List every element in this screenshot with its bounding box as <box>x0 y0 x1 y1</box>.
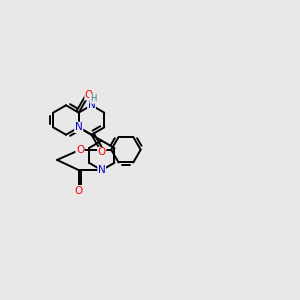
Text: N: N <box>98 165 106 175</box>
Text: O: O <box>98 147 106 158</box>
Text: O: O <box>75 185 83 196</box>
Text: H: H <box>90 94 96 103</box>
Text: O: O <box>85 90 93 100</box>
Text: N: N <box>75 122 82 132</box>
Text: N: N <box>75 122 82 132</box>
Text: N: N <box>88 100 95 110</box>
Text: O: O <box>76 145 84 155</box>
